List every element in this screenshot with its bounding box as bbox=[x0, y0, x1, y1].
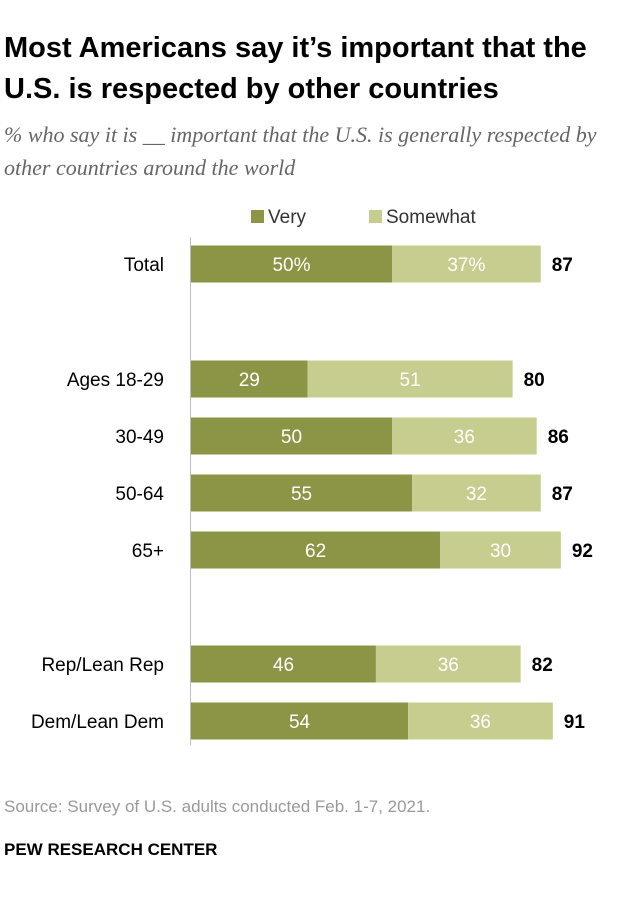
category-label: Dem/Lean Dem bbox=[31, 712, 164, 733]
bar-very bbox=[191, 360, 308, 398]
bar-label-very: 54 bbox=[289, 712, 311, 733]
bar-somewhat bbox=[412, 474, 541, 512]
net-value-label: 92 bbox=[572, 541, 593, 562]
legend-swatch-somewhat bbox=[369, 210, 382, 223]
net-value-label: 80 bbox=[524, 370, 545, 391]
net-value-label: 91 bbox=[564, 712, 586, 733]
category-label: 65+ bbox=[132, 541, 164, 562]
bar-somewhat bbox=[408, 702, 553, 740]
legend-label-somewhat: Somewhat bbox=[386, 207, 476, 228]
bar-very bbox=[191, 417, 392, 455]
bar-label-very: 46 bbox=[273, 655, 294, 676]
category-label: Rep/Lean Rep bbox=[41, 655, 164, 676]
bar-label-very: 62 bbox=[305, 541, 326, 562]
bar-label-somewhat: 37% bbox=[447, 255, 485, 276]
chart-title: Most Americans say it’s important that t… bbox=[4, 32, 587, 105]
chart-subtitle: % who say it is __ important that the U.… bbox=[4, 122, 597, 180]
stacked-bar-chart: Very Somewhat Total 50% 37% 87 Ages 18-29 29 51 8… bbox=[31, 207, 593, 745]
bar-very bbox=[191, 245, 392, 283]
bar-label-somewhat: 36 bbox=[438, 655, 459, 676]
legend-label-very: Very bbox=[268, 207, 307, 228]
bar-label-very: 29 bbox=[239, 370, 260, 391]
bar-somewhat bbox=[375, 645, 521, 683]
source-note: Source: Survey of U.S. adults conducted … bbox=[4, 797, 431, 816]
bar-somewhat bbox=[440, 531, 561, 569]
category-label: Ages 18-29 bbox=[67, 370, 164, 391]
category-label: 30-49 bbox=[115, 427, 164, 448]
bar-label-somewhat: 32 bbox=[466, 484, 487, 505]
bar-label-somewhat: 36 bbox=[470, 712, 491, 733]
bar-label-somewhat: 51 bbox=[400, 370, 421, 391]
bar-label-somewhat: 36 bbox=[454, 427, 475, 448]
net-value-label: 86 bbox=[548, 427, 569, 448]
bar-very bbox=[191, 645, 376, 683]
bar-somewhat bbox=[392, 417, 537, 455]
net-value-label: 82 bbox=[532, 655, 553, 676]
organization-name: PEW RESEARCH CENTER bbox=[4, 840, 218, 859]
bar-very bbox=[191, 531, 441, 569]
bar-label-very: 50 bbox=[281, 427, 302, 448]
category-label: Total bbox=[124, 255, 164, 276]
net-value-label: 87 bbox=[552, 484, 573, 505]
bar-very bbox=[191, 702, 409, 740]
legend-swatch-very bbox=[251, 210, 264, 223]
bar-somewhat bbox=[392, 245, 541, 283]
net-value-label: 87 bbox=[552, 255, 573, 276]
category-label: 50-64 bbox=[115, 484, 164, 505]
bar-label-very: 50% bbox=[272, 255, 310, 276]
bar-somewhat bbox=[307, 360, 513, 398]
bar-very bbox=[191, 474, 413, 512]
bar-label-very: 55 bbox=[291, 484, 312, 505]
bar-label-somewhat: 30 bbox=[490, 541, 511, 562]
